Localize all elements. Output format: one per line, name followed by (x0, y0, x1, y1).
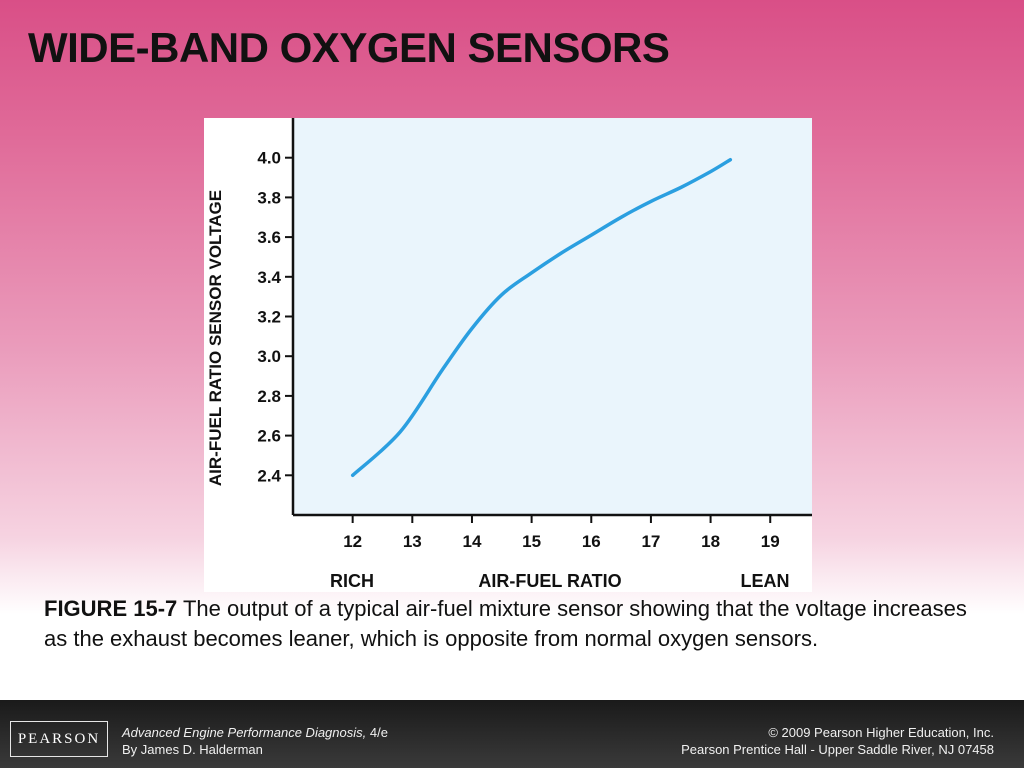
voltage-curve (350, 157, 733, 478)
x-tick-label: 19 (761, 532, 780, 551)
footer-copyright: © 2009 Pearson Higher Education, Inc. Pe… (681, 724, 994, 758)
y-tick-label: 3.4 (257, 268, 281, 287)
y-tick-label: 2.8 (257, 387, 281, 406)
x-axis-lean-label: LEAN (741, 571, 790, 591)
x-axis-rich-label: RICH (330, 571, 374, 591)
y-ticks: 2.4 2.6 2.8 3.0 3.2 3.4 3.6 3.8 4.0 (257, 149, 293, 485)
air-fuel-ratio-chart: 2.4 2.6 2.8 3.0 3.2 3.4 3.6 3.8 4.0 12 13 14 15 16 17… (206, 118, 812, 591)
y-tick-label: 3.8 (257, 188, 281, 207)
x-ticks: 12 13 14 15 16 17 18 19 (343, 515, 780, 551)
book-edition: 4/e (369, 725, 388, 740)
footer-bar: PEARSON Advanced Engine Performance Diag… (0, 700, 1024, 768)
plot-area (293, 118, 812, 515)
footer-book-info: Advanced Engine Performance Diagnosis, 4… (122, 724, 388, 758)
y-tick-label: 3.6 (257, 228, 281, 247)
book-author: By James D. Halderman (122, 742, 263, 757)
publisher-text: Pearson Prentice Hall - Upper Saddle Riv… (681, 742, 994, 757)
x-axis-label: AIR-FUEL RATIO (478, 571, 621, 591)
copyright-text: © 2009 Pearson Higher Education, Inc. (768, 725, 994, 740)
slide-title: WIDE-BAND OXYGEN SENSORS (28, 24, 670, 71)
y-tick-label: 3.2 (257, 308, 281, 327)
figure-caption-text: The output of a typical air-fuel mixture… (44, 596, 967, 651)
x-tick-label: 16 (582, 532, 601, 551)
x-tick-label: 13 (403, 532, 422, 551)
x-tick-label: 17 (641, 532, 660, 551)
x-tick-label: 18 (701, 532, 720, 551)
figure-caption: FIGURE 15-7 The output of a typical air-… (44, 594, 984, 654)
x-tick-label: 15 (522, 532, 541, 551)
y-tick-label: 4.0 (257, 149, 281, 168)
y-axis-label: AIR-FUEL RATIO SENSOR VOLTAGE (206, 190, 225, 486)
y-tick-label: 2.4 (257, 466, 281, 485)
chart-panel: 2.4 2.6 2.8 3.0 3.2 3.4 3.6 3.8 4.0 12 13 14 15 16 17… (204, 118, 812, 592)
y-tick-label: 2.6 (257, 427, 281, 446)
figure-label: FIGURE 15-7 (44, 596, 178, 621)
x-tick-label: 12 (343, 532, 362, 551)
book-title: Advanced Engine Performance Diagnosis, (122, 725, 367, 740)
x-tick-label: 14 (463, 532, 482, 551)
y-tick-label: 3.0 (257, 347, 281, 366)
pearson-logo: PEARSON (10, 721, 108, 757)
